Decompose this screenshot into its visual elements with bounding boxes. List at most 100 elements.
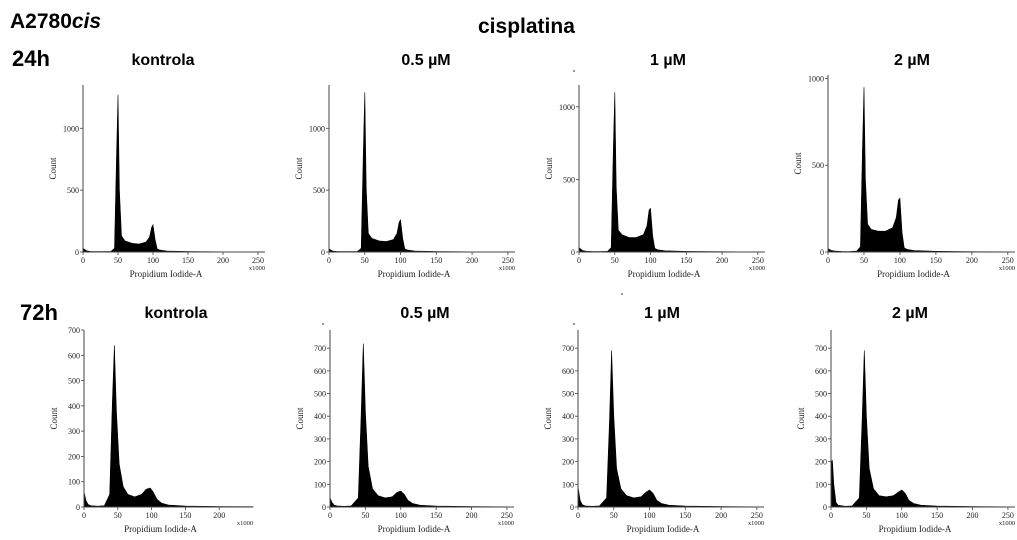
histogram-series [329,343,508,508]
cell-line-title: A2780cis [10,10,101,34]
x-axis-unit-label: x1000 [748,520,764,527]
y-tick-label: 600 [68,351,80,360]
y-tick-label: 0 [321,248,325,257]
y-tick-label: 400 [562,412,574,421]
y-tick-label: 500 [815,390,827,399]
histogram-series [830,350,1009,508]
condition-label: 1 µM [650,52,686,69]
x-axis-label: Propidium Iodide-A [130,269,203,279]
y-tick-label: 600 [314,367,326,376]
x-axis-unit-label: x1000 [749,265,765,272]
y-tick-label: 1000 [559,103,575,112]
cell-line-suffix: cis [71,10,102,33]
y-axis-label: Count [543,407,553,430]
y-tick-label: 0 [76,503,80,512]
histogram-series [83,345,254,508]
x-tick-label: 0 [576,511,580,520]
y-tick-label: 1000 [309,124,325,133]
condition-label: 2 µM [894,52,930,69]
stray-mark [573,323,575,325]
y-tick-label: 400 [68,402,80,411]
x-tick-label: 150 [679,511,691,520]
y-tick-label: 700 [562,344,574,353]
x-tick-label: 0 [82,511,86,520]
y-tick-label: 500 [67,186,79,195]
x-tick-label: 50 [114,256,122,265]
x-tick-label: 0 [577,256,581,265]
x-tick-label: 100 [146,511,158,520]
x-tick-label: 250 [1002,256,1014,265]
y-tick-label: 0 [823,503,827,512]
cell-line-name: A2780 [10,10,72,33]
y-tick-label: 500 [562,390,574,399]
x-axis-unit-label: x1000 [999,520,1015,527]
x-tick-label: 100 [147,256,159,265]
x-axis-unit-label: x1000 [249,265,265,272]
x-tick-label: 200 [715,511,727,520]
x-tick-label: 150 [680,256,692,265]
y-tick-label: 300 [815,435,827,444]
x-axis-unit-label: x1000 [237,520,253,527]
x-tick-label: 200 [217,256,229,265]
x-axis-label: Propidium Iodide-A [627,524,700,534]
y-axis-label: Count [295,407,305,430]
y-tick-label: 500 [812,161,824,170]
x-tick-label: 150 [931,511,943,520]
x-tick-label: 250 [1002,511,1014,520]
x-tick-label: 250 [252,256,264,265]
drug-title: cisplatina [478,15,575,38]
y-tick-label: 500 [313,186,325,195]
x-tick-label: 0 [829,511,833,520]
y-tick-label: 500 [314,390,326,399]
x-tick-label: 50 [862,511,870,520]
y-tick-label: 100 [68,478,80,487]
y-tick-label: 300 [562,435,574,444]
y-tick-label: 0 [571,248,575,257]
y-tick-label: 700 [314,344,326,353]
y-tick-label: 600 [562,367,574,376]
y-axis-label: Count [544,157,554,180]
y-tick-label: 200 [314,458,326,467]
x-tick-label: 100 [896,511,908,520]
x-axis-label: Propidium Iodide-A [628,269,701,279]
y-tick-label: 0 [570,503,574,512]
y-tick-label: 0 [820,248,824,257]
histogram-series [578,92,759,253]
histogram-series [82,94,259,253]
condition-label: 2 µM [892,305,928,322]
x-tick-label: 100 [644,511,656,520]
y-tick-label: 200 [815,458,827,467]
y-axis-label: Count [49,407,59,430]
x-axis-unit-label: x1000 [499,265,515,272]
x-axis-label: Propidium Iodide-A [877,269,950,279]
y-tick-label: 100 [815,480,827,489]
time-label-72h: 72h [20,300,58,325]
y-tick-label: 1000 [63,124,79,133]
y-tick-label: 400 [314,412,326,421]
x-tick-label: 50 [860,256,868,265]
histogram-series [577,350,758,508]
y-axis-label: Count [796,407,806,430]
x-tick-label: 150 [182,256,194,265]
x-tick-label: 150 [930,256,942,265]
x-tick-label: 0 [328,511,332,520]
x-tick-label: 250 [752,256,764,265]
condition-label: 1 µM [644,305,680,322]
x-tick-label: 50 [611,256,619,265]
y-tick-label: 100 [562,480,574,489]
x-axis-unit-label: x1000 [498,520,514,527]
x-tick-label: 150 [430,256,442,265]
x-tick-label: 250 [502,256,514,265]
y-tick-label: 1000 [808,74,824,83]
y-tick-label: 100 [314,480,326,489]
y-tick-label: 0 [322,503,326,512]
stray-mark [573,70,575,72]
x-tick-label: 50 [114,511,122,520]
x-tick-label: 50 [361,256,369,265]
y-tick-label: 200 [68,452,80,461]
y-axis-label: Count [294,157,304,180]
x-tick-label: 100 [894,256,906,265]
x-axis-unit-label: x1000 [999,265,1015,272]
x-tick-label: 250 [751,511,763,520]
y-axis-label: Count [48,157,58,180]
